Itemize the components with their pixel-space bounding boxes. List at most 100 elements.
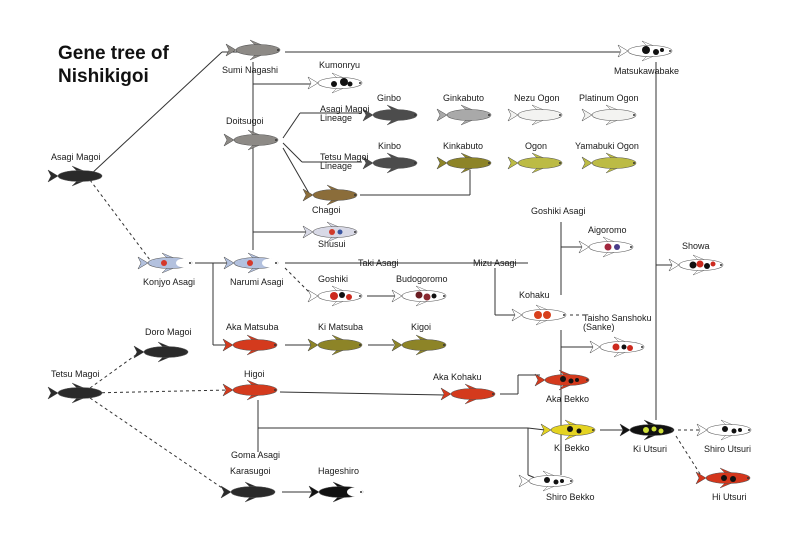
title-line-2: Nishikigoi <box>58 66 149 87</box>
label-doro-magoi: Doro Magoi <box>145 327 192 337</box>
fish-ki-matsuba-icon <box>307 334 363 356</box>
label-ginkabuto: Ginkabuto <box>443 93 484 103</box>
label-higoi: Higoi <box>244 369 265 379</box>
label-ki-utsuri: Ki Utsuri <box>633 444 667 454</box>
label-platinum-ogon: Platinum Ogon <box>579 93 639 103</box>
fish-ginkabuto-icon <box>436 104 492 126</box>
label-ki-bekko: Ki Bekko <box>554 443 590 453</box>
label-asagi-magoi: Asagi Magoi <box>51 152 101 162</box>
fish-shiro-bekko-icon <box>518 470 574 492</box>
fish-showa-icon <box>668 254 724 276</box>
label-doitsugoi: Doitsugoi <box>226 116 264 126</box>
label-shiro-bekko: Shiro Bekko <box>546 492 595 502</box>
fish-hi-utsuri-icon <box>695 467 751 489</box>
label-nezu-ogon: Nezu Ogon <box>514 93 560 103</box>
label-ogon: Ogon <box>525 141 547 151</box>
label-matsukawabake: Matsukawabake <box>614 66 679 76</box>
label-kinkabuto: Kinkabuto <box>443 141 483 151</box>
label-shiro-utsuri: Shiro Utsuri <box>704 444 751 454</box>
label-tetsu-magoi-lineage: Tetsu Magoi Lineage <box>320 152 369 171</box>
diagram-title: Gene tree of Nishikigoi <box>58 42 169 88</box>
fish-shiro-utsuri-icon <box>696 419 752 441</box>
label-kinbo: Kinbo <box>378 141 401 151</box>
label-goma-asagi: Goma Asagi <box>231 450 280 460</box>
label-layer: Sumi Nagashi Matsukawabake Kumonryu Doitsug… <box>51 60 751 502</box>
label-taisho-sanshoku: Taisho Sanshoku (Sanke) <box>583 313 652 332</box>
label-aigoromo: Aigoromo <box>588 225 627 235</box>
fish-konjyo-asagi-icon <box>137 252 193 274</box>
fish-kinbo-icon <box>362 152 418 174</box>
fish-karasugoi-icon <box>220 481 276 503</box>
label-aka-kohaku: Aka Kohaku <box>433 372 482 382</box>
label-asagi-magoi-lineage: Asagi Magoi Lineage <box>320 104 370 123</box>
tree-edge-32 <box>89 351 141 389</box>
label-goshiki: Goshiki <box>318 274 348 284</box>
fish-yamabuki-ogon-icon <box>581 152 637 174</box>
label-kumonryu: Kumonryu <box>319 60 360 70</box>
label-hi-utsuri: Hi Utsuri <box>712 492 747 502</box>
fish-ogon-icon <box>507 152 563 174</box>
fish-ki-utsuri-icon <box>619 419 675 441</box>
fish-kohaku-icon <box>511 304 567 326</box>
fish-sumi-nagashi-icon <box>225 39 281 61</box>
label-sumi-nagashi: Sumi Nagashi <box>222 65 278 75</box>
label-narumi-asagi: Narumi Asagi <box>230 277 284 287</box>
label-hageshiro: Hageshiro <box>318 466 359 476</box>
fish-matsukawabake-icon <box>617 40 673 62</box>
fish-budogoromo-icon <box>391 285 447 307</box>
label-mizu-asagi: Mizu Asagi <box>473 258 517 268</box>
label-tetsu-magoi: Tetsu Magoi <box>51 369 100 379</box>
fish-aigoromo-icon <box>578 236 634 258</box>
tree-edge-46 <box>675 435 703 478</box>
fish-nezu-ogon-icon <box>507 104 563 126</box>
label-shusui: Shusui <box>318 239 346 249</box>
label-budogoromo: Budogoromo <box>396 274 448 284</box>
label-goshiki-asagi: Goshiki Asagi <box>531 206 586 216</box>
tree-edge-16 <box>284 267 314 297</box>
label-konjyo-asagi: Konjyo Asagi <box>143 277 195 287</box>
fish-layer <box>47 39 752 503</box>
label-ginbo: Ginbo <box>377 93 401 103</box>
tree-edge-43 <box>527 427 546 431</box>
fish-hageshiro-icon <box>308 481 364 503</box>
tree-edge-34 <box>89 397 229 493</box>
label-showa: Showa <box>682 241 710 251</box>
fish-aka-matsuba-icon <box>222 334 278 356</box>
tree-edge-33 <box>89 389 229 394</box>
fish-kumonryu-icon <box>307 72 363 94</box>
fish-chagoi-icon <box>302 184 358 206</box>
fish-aka-kohaku-icon <box>440 383 496 405</box>
fish-aka-bekko-icon <box>534 369 590 391</box>
fish-narumi-asagi-icon <box>223 252 279 274</box>
label-aka-matsuba: Aka Matsuba <box>226 322 279 332</box>
fish-ginbo-icon <box>362 104 418 126</box>
tree-edge-8 <box>282 142 303 163</box>
label-yamabuki-ogon: Yamabuki Ogon <box>575 141 639 151</box>
label-ki-matsuba: Ki Matsuba <box>318 322 363 332</box>
label-karasugoi: Karasugoi <box>230 466 271 476</box>
fish-asagi-magoi-icon <box>47 165 103 187</box>
fish-ki-bekko-icon <box>540 419 596 441</box>
edge-layer <box>89 51 703 493</box>
fish-kinkabuto-icon <box>436 152 492 174</box>
label-chagoi: Chagoi <box>312 205 341 215</box>
fish-doitsugoi-icon <box>223 129 279 151</box>
tree-edge-6 <box>282 112 301 139</box>
tree-edge-2 <box>89 179 151 261</box>
label-kohaku: Kohaku <box>519 290 550 300</box>
tree-edge-0 <box>89 51 223 176</box>
label-taki-asagi: Taki Asagi <box>358 258 399 268</box>
fish-goshiki-icon <box>307 285 363 307</box>
fish-platinum-ogon-icon <box>581 104 637 126</box>
tree-edge-10 <box>282 147 311 196</box>
title-line-1: Gene tree of <box>58 43 169 64</box>
label-aka-bekko: Aka Bekko <box>546 394 589 404</box>
tree-edge-35 <box>279 391 446 396</box>
fish-higoi-icon <box>222 379 278 401</box>
fish-shusui-icon <box>302 221 358 243</box>
fish-kigoi-icon <box>391 334 447 356</box>
fish-taisho-sanshoku-icon <box>589 336 645 358</box>
label-kigoi: Kigoi <box>411 322 431 332</box>
